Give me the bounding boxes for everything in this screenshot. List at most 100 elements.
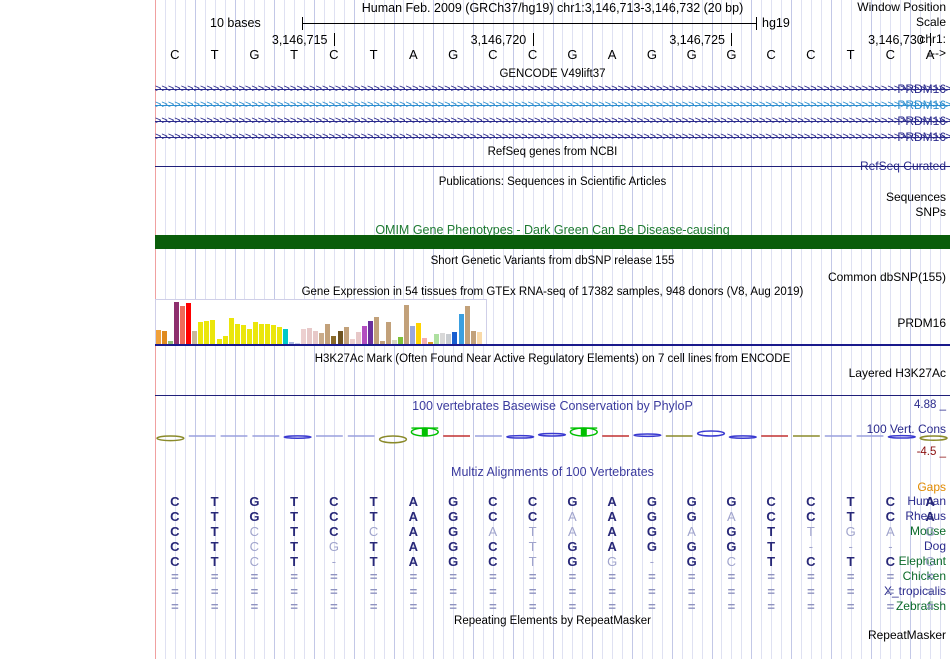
gtex-tissue-bar[interactable]: [313, 331, 319, 344]
sequence-base: C: [170, 47, 180, 62]
gtex-tissue-bar[interactable]: [361, 326, 367, 344]
gtex-tissue-bar[interactable]: [174, 302, 180, 344]
gtex-tissue-bar[interactable]: [470, 331, 476, 344]
gtex-tissue-bar[interactable]: [204, 321, 210, 344]
gtex-tissue-bar[interactable]: [289, 342, 295, 344]
gtex-tissue-bar[interactable]: [234, 324, 240, 344]
alignment-base: A: [886, 524, 895, 539]
alignment-base: A: [408, 539, 419, 554]
gtex-tissue-bar[interactable]: [422, 338, 428, 344]
repeatmasker-label[interactable]: RepeatMasker: [867, 628, 946, 642]
gtex-tissue-bar[interactable]: [192, 331, 198, 344]
gtex-tissue-bar[interactable]: [186, 303, 192, 344]
gtex-tissue-bar[interactable]: [476, 332, 482, 344]
gtex-tissue-bar[interactable]: [331, 336, 337, 344]
alignment-base: A: [607, 494, 617, 509]
sequence-base: G: [726, 47, 737, 62]
gtex-tissue-bar[interactable]: [416, 323, 422, 344]
phylop-bar: [633, 433, 662, 438]
sequence-base: C: [329, 47, 339, 62]
gtex-tissue-bar[interactable]: [349, 339, 355, 344]
publications-title: Publications: Sequences in Scientific Ar…: [438, 176, 667, 188]
gtex-tissue-bar[interactable]: [458, 314, 464, 344]
gtex-tissue-bar[interactable]: [319, 333, 325, 344]
alignment-base: =: [409, 584, 418, 599]
sequences-label[interactable]: Sequences: [885, 190, 946, 204]
gtex-tissue-bar[interactable]: [252, 322, 258, 344]
gtex-tissue-bar[interactable]: [295, 343, 301, 344]
gtex-tissue-bar[interactable]: [168, 341, 174, 344]
alignment-base: C: [806, 494, 816, 509]
gtex-tissue-bar[interactable]: [452, 332, 458, 344]
conservation-label[interactable]: 100 Vert. Cons: [866, 422, 946, 436]
gtex-tissue-bar[interactable]: [367, 321, 373, 344]
alignment-base: C: [249, 524, 260, 539]
gtex-tissue-bar[interactable]: [428, 342, 434, 344]
gtex-tissue-bar[interactable]: [246, 329, 252, 344]
gtex-tissue-bar[interactable]: [446, 334, 452, 344]
species-label[interactable]: Dog: [923, 539, 946, 553]
gtex-tissue-bar[interactable]: [325, 324, 331, 344]
alignment-base: C: [249, 539, 260, 554]
ruler-tick-mark: [930, 33, 931, 46]
snps-label[interactable]: SNPs: [915, 205, 946, 219]
gtex-tissue-bar[interactable]: [264, 324, 270, 344]
species-label[interactable]: X_tropicalis: [883, 584, 946, 598]
gtex-tissue-bar[interactable]: [398, 337, 403, 344]
gtex-tissue-bar[interactable]: [222, 336, 228, 344]
gtex-tissue-bar[interactable]: [240, 325, 246, 344]
gencode-intron-arrows[interactable]: >>>>>>>>>>>>>>>>>>>>>>>>>>>>>>>>>>>>>>>>…: [155, 132, 950, 143]
gtex-tissue-bar[interactable]: [404, 305, 410, 344]
alignment-base: T: [210, 494, 219, 509]
species-label[interactable]: Rhesus: [905, 509, 946, 523]
gtex-tissue-bar[interactable]: [307, 328, 313, 344]
gtex-tissue-bar[interactable]: [385, 322, 391, 344]
gtex-tissue-bar[interactable]: [373, 317, 379, 344]
gtex-tissue-bar[interactable]: [156, 330, 161, 344]
refseq-gene-line[interactable]: [155, 166, 950, 167]
species-label[interactable]: Chicken: [902, 569, 946, 583]
gtex-tissue-bar[interactable]: [301, 329, 307, 344]
gencode-intron-arrows[interactable]: >>>>>>>>>>>>>>>>>>>>>>>>>>>>>>>>>>>>>>>>…: [155, 116, 950, 127]
gtex-tissue-bar[interactable]: [198, 322, 204, 344]
gtex-tissue-bar[interactable]: [210, 320, 216, 344]
alignment-base: G: [249, 494, 260, 509]
omim-gene-band[interactable]: [155, 235, 950, 249]
gtex-tissue-bar[interactable]: [277, 327, 282, 344]
gtex-gene-label[interactable]: PRDM16: [897, 316, 946, 330]
alignment-base: C: [488, 554, 498, 569]
gtex-tissue-bar[interactable]: [270, 325, 276, 344]
alignment-base: =: [886, 599, 895, 614]
alignment-base: G: [845, 524, 856, 539]
gtex-tissue-bar[interactable]: [379, 341, 385, 344]
gtex-tissue-bar[interactable]: [440, 333, 446, 344]
gtex-tissue-bar[interactable]: [216, 339, 222, 344]
alignment-base: =: [767, 569, 775, 584]
gencode-intron-arrows[interactable]: >>>>>>>>>>>>>>>>>>>>>>>>>>>>>>>>>>>>>>>>…: [155, 84, 950, 95]
alignment-base: C: [885, 494, 896, 509]
gtex-tissue-bar[interactable]: [337, 331, 343, 344]
gtex-tissue-bar[interactable]: [434, 334, 440, 344]
species-label[interactable]: Mouse: [909, 524, 946, 538]
gtex-expression-barchart[interactable]: [156, 300, 486, 346]
gtex-tissue-bar[interactable]: [258, 324, 264, 344]
gtex-tissue-bar[interactable]: [180, 306, 186, 344]
gtex-tissue-bar[interactable]: [228, 318, 234, 344]
gtex-tissue-bar[interactable]: [410, 326, 416, 344]
gtex-tissue-bar[interactable]: [464, 306, 470, 344]
species-label[interactable]: Zebrafish: [895, 599, 946, 613]
phylop-bar: [537, 432, 567, 437]
gtex-tissue-bar[interactable]: [355, 332, 361, 344]
species-label[interactable]: Elephant: [898, 554, 946, 568]
layered-h3k27ac-label[interactable]: Layered H3K27Ac: [848, 366, 946, 380]
window-position-label: Window Position: [857, 0, 946, 14]
gtex-tissue-bar[interactable]: [283, 329, 289, 344]
phylop-conservation-svg[interactable]: [155, 418, 950, 460]
gtex-tissue-bar[interactable]: [162, 331, 168, 344]
gencode-intron-arrows[interactable]: >>>>>>>>>>>>>>>>>>>>>>>>>>>>>>>>>>>>>>>>…: [155, 100, 950, 111]
gaps-label[interactable]: Gaps: [917, 480, 946, 494]
gtex-tissue-bar[interactable]: [343, 327, 349, 344]
gtex-tissue-bar[interactable]: [391, 340, 397, 344]
species-label[interactable]: Human: [907, 494, 946, 508]
common-dbsnp-label[interactable]: Common dbSNP(155): [827, 270, 946, 284]
